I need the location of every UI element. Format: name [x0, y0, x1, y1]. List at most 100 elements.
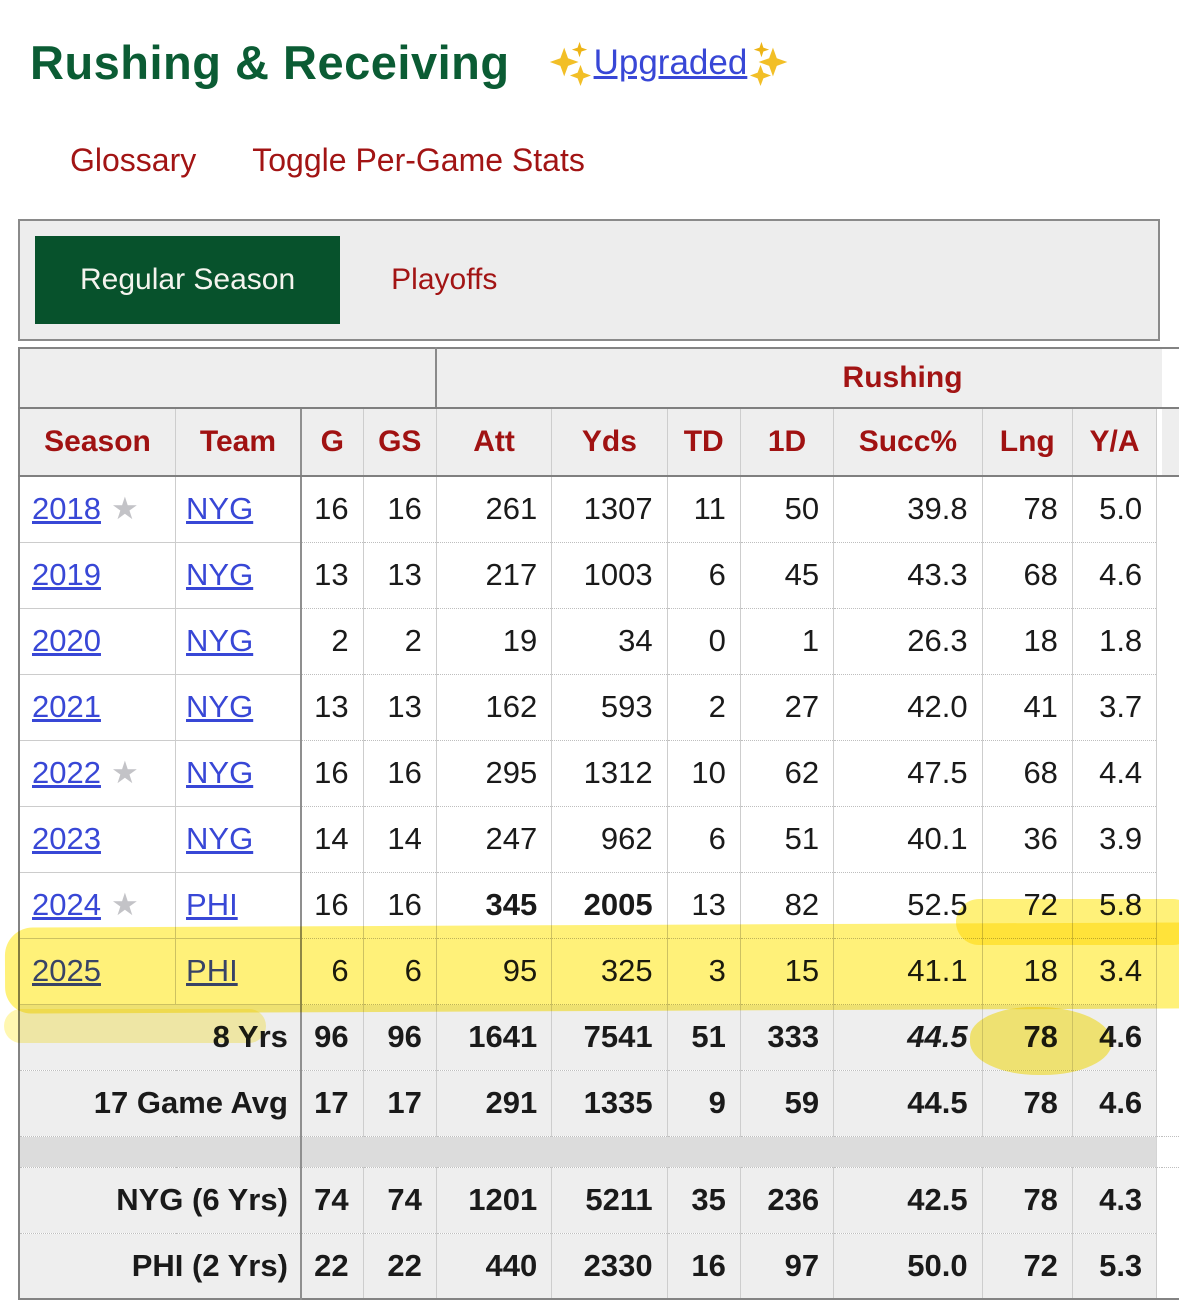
- team-link-PHI[interactable]: PHI: [186, 887, 238, 923]
- col-header-lng[interactable]: Lng: [982, 408, 1073, 478]
- stat-cell: 42.5: [833, 1167, 983, 1234]
- stat-cell: 44.5: [833, 1070, 983, 1137]
- season-link-2021[interactable]: 2021: [32, 689, 101, 725]
- team-cell: NYG: [175, 476, 302, 543]
- team-cell: NYG: [175, 674, 302, 741]
- stat-cell: 1312: [551, 740, 668, 807]
- stat-cell: 5.8: [1072, 872, 1158, 939]
- stat-cell: 333: [740, 1004, 835, 1071]
- cutoff-column: [1161, 806, 1179, 873]
- col-header-g[interactable]: G: [300, 408, 364, 478]
- col-header-1d[interactable]: 1D: [740, 408, 835, 478]
- col-header-att[interactable]: Att: [436, 408, 553, 478]
- column-gap: [1156, 608, 1162, 675]
- stat-cell: 13: [300, 542, 364, 609]
- stat-cell: 4.6: [1072, 1004, 1158, 1071]
- quick-links: Glossary Toggle Per-Game Stats: [70, 142, 1179, 179]
- cutoff-column: [1161, 740, 1179, 807]
- stat-cell: 6: [667, 806, 741, 873]
- stat-cell: 43.3: [833, 542, 983, 609]
- team-link-PHI[interactable]: PHI: [186, 953, 238, 989]
- season-cell: 2023: [19, 806, 177, 873]
- tab-playoffs[interactable]: Playoffs: [385, 262, 503, 298]
- col-header-yds[interactable]: Yds: [551, 408, 668, 478]
- season-link-2022[interactable]: 2022: [32, 755, 101, 791]
- season-row-2025: 2025 PHI 6 6 95 325 3 15 41.1 18 3.4: [19, 938, 1179, 1005]
- team-cell: NYG: [175, 542, 302, 609]
- column-gap: [1156, 408, 1162, 478]
- toggle-per-game-link[interactable]: Toggle Per-Game Stats: [252, 142, 585, 179]
- col-header-succ[interactable]: Succ%: [833, 408, 983, 478]
- summary-row-1: 17 Game Avg 17 17 291 1335 9 59 44.5 78 4.6: [19, 1070, 1179, 1137]
- cutoff-column: [1161, 608, 1179, 675]
- stat-cell: 0: [667, 608, 741, 675]
- col-header-season[interactable]: Season: [19, 408, 177, 478]
- spacer-row: [19, 1135, 1179, 1168]
- season-link-2023[interactable]: 2023: [32, 821, 101, 857]
- team-link-NYG[interactable]: NYG: [186, 755, 254, 791]
- stat-cell: 17: [300, 1070, 364, 1137]
- stat-cell: 41: [982, 674, 1073, 741]
- cutoff-column: [1161, 1070, 1179, 1137]
- sparkle-icon: [750, 41, 788, 87]
- team-link-NYG[interactable]: NYG: [186, 821, 254, 857]
- rushing-receiving-table-area: Rushing Season Team G GS Att Yds TD 1D Succ% Lng Y/…: [4, 347, 1179, 1301]
- cutoff-column: [1161, 1135, 1179, 1168]
- stat-cell: 13: [363, 542, 437, 609]
- stat-cell: 4.4: [1072, 740, 1158, 807]
- column-gap: [1156, 476, 1162, 543]
- glossary-link[interactable]: Glossary: [70, 142, 197, 179]
- col-header-team[interactable]: Team: [175, 408, 302, 478]
- cutoff-column: [1161, 1167, 1179, 1234]
- tab-regular-season[interactable]: Regular Season: [35, 236, 341, 325]
- team-link-NYG[interactable]: NYG: [186, 491, 254, 527]
- stat-cell: 261: [436, 476, 553, 543]
- stat-cell: 1307: [551, 476, 668, 543]
- stat-cell: 13: [300, 674, 364, 741]
- stat-cell: 50: [740, 476, 835, 543]
- column-gap: [1156, 740, 1162, 807]
- stat-cell: 72: [982, 1233, 1073, 1300]
- season-row-2020: 2020 NYG 2 2 19 34 0 1 26.3 18 1.8: [19, 608, 1179, 675]
- stat-cell: 14: [363, 806, 437, 873]
- season-row-2022: 2022 ★ NYG 16 16 295 1312 10 62 47.5 68 4.4: [19, 740, 1179, 807]
- column-gap: [1156, 1070, 1162, 1137]
- col-header-td[interactable]: TD: [667, 408, 741, 478]
- page-title: Rushing & Receiving: [30, 36, 510, 89]
- stat-cell: 78: [982, 1004, 1073, 1071]
- season-link-2024[interactable]: 2024: [32, 887, 101, 923]
- stat-cell: 18: [982, 938, 1073, 1005]
- stat-cell: 78: [982, 476, 1073, 543]
- stat-cell: 2: [300, 608, 364, 675]
- team-link-NYG[interactable]: NYG: [186, 623, 254, 659]
- stat-cell: 217: [436, 542, 553, 609]
- stat-cell: 68: [982, 542, 1073, 609]
- season-link-2018[interactable]: 2018: [32, 491, 101, 527]
- stat-cell: 41.1: [833, 938, 983, 1005]
- season-cell: 2025: [19, 938, 177, 1005]
- stat-cell: 440: [436, 1233, 553, 1300]
- col-header-gs[interactable]: GS: [363, 408, 437, 478]
- stat-cell: 52.5: [833, 872, 983, 939]
- stat-cell: 36: [982, 806, 1073, 873]
- team-link-NYG[interactable]: NYG: [186, 557, 254, 593]
- season-link-2019[interactable]: 2019: [32, 557, 101, 593]
- summary-label: PHI (2 Yrs): [19, 1233, 302, 1300]
- stat-cell: 47.5: [833, 740, 983, 807]
- team-cell: NYG: [175, 740, 302, 807]
- col-header-ya[interactable]: Y/A: [1072, 408, 1158, 478]
- stat-cell: 11: [667, 476, 741, 543]
- cutoff-column: [1161, 348, 1179, 410]
- season-link-2025[interactable]: 2025: [32, 953, 101, 989]
- team-link-NYG[interactable]: NYG: [186, 689, 254, 725]
- stat-cell: 34: [551, 608, 668, 675]
- upgraded-link[interactable]: Upgraded: [593, 43, 748, 83]
- stat-cell: 4.3: [1072, 1167, 1158, 1234]
- stat-cell: 39.8: [833, 476, 983, 543]
- column-gap: [1156, 1004, 1162, 1071]
- stat-cell: 62: [740, 740, 835, 807]
- season-row-2021: 2021 NYG 13 13 162 593 2 27 42.0 41 3.7: [19, 674, 1179, 741]
- stat-cell: 6: [363, 938, 437, 1005]
- stat-cell: 45: [740, 542, 835, 609]
- season-link-2020[interactable]: 2020: [32, 623, 101, 659]
